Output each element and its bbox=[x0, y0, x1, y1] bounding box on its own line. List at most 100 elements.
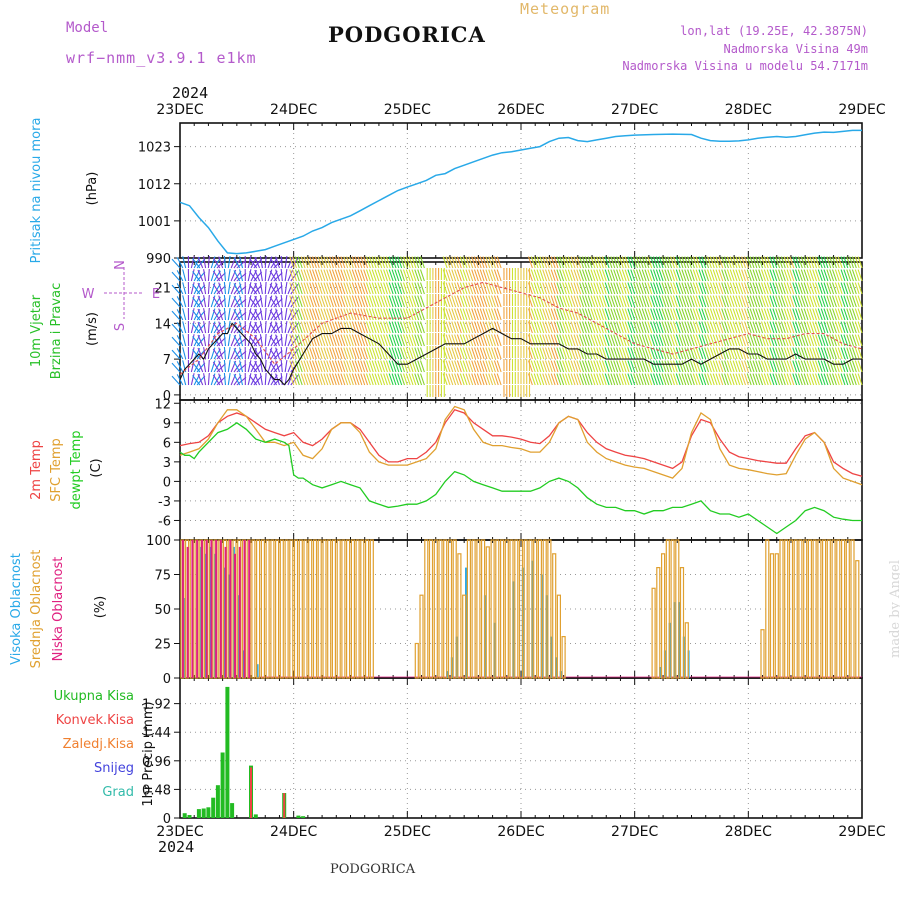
wind-barb bbox=[292, 321, 298, 334]
wind-barb bbox=[769, 282, 775, 295]
wind-barb bbox=[306, 269, 312, 282]
wind-barb bbox=[197, 256, 204, 269]
wind-barb bbox=[354, 295, 360, 308]
wind-barb bbox=[780, 373, 786, 386]
wind-barb bbox=[476, 308, 482, 321]
wind-barb bbox=[465, 334, 471, 347]
wind-barb bbox=[704, 373, 710, 386]
wind-barb bbox=[269, 309, 278, 321]
wind-barb bbox=[678, 269, 684, 282]
wind-barb bbox=[579, 295, 585, 308]
wind-barb bbox=[610, 360, 616, 373]
wind-barb bbox=[831, 256, 837, 269]
wind-barb bbox=[644, 360, 650, 373]
wind-barb bbox=[254, 321, 261, 334]
wind-barb bbox=[695, 308, 701, 321]
wind-barb bbox=[405, 295, 411, 308]
cloud-bar-low bbox=[200, 540, 203, 678]
wind-barb bbox=[755, 256, 761, 269]
cloud-unit: (%) bbox=[93, 596, 108, 619]
wind-barb bbox=[300, 256, 306, 269]
y-tick-label: 1.92 bbox=[142, 698, 171, 713]
wind-barb bbox=[203, 360, 207, 373]
wind-barb bbox=[377, 334, 383, 347]
wind-barb bbox=[849, 347, 854, 360]
wind-barb bbox=[292, 308, 298, 321]
wind-barb bbox=[709, 373, 715, 386]
wind-barb bbox=[687, 360, 693, 373]
wind-barb bbox=[721, 308, 727, 321]
wind-barb bbox=[306, 321, 312, 334]
wind-barb bbox=[218, 308, 224, 321]
wind-barb bbox=[397, 295, 403, 308]
wind-barb bbox=[176, 270, 184, 282]
wind-barb bbox=[587, 373, 593, 386]
wind-barb bbox=[365, 295, 371, 308]
wind-barb bbox=[280, 320, 283, 334]
wind-barb bbox=[556, 256, 562, 269]
wind-barb bbox=[182, 347, 187, 360]
wind-barb bbox=[391, 347, 397, 360]
wind-barb bbox=[496, 308, 502, 321]
cloud-bar-mid bbox=[547, 539, 552, 679]
wind-barb bbox=[769, 334, 775, 347]
wind-barb bbox=[357, 256, 363, 269]
wind-barb bbox=[559, 295, 565, 308]
wind-barb bbox=[351, 334, 357, 347]
wind-barb bbox=[809, 373, 815, 386]
wind-barb bbox=[527, 256, 533, 269]
wind-barb bbox=[471, 269, 477, 282]
wind-barb bbox=[473, 295, 479, 308]
wind-barb bbox=[343, 321, 349, 334]
wind-barb bbox=[371, 334, 377, 347]
wind-barb bbox=[672, 321, 678, 334]
wind-barb bbox=[408, 295, 414, 308]
wind-barb bbox=[354, 347, 360, 360]
wind-barb bbox=[681, 334, 687, 347]
wind-barb bbox=[743, 295, 749, 308]
wind-barb bbox=[259, 334, 263, 347]
wind-barb bbox=[783, 334, 789, 347]
wind-barb bbox=[468, 360, 474, 373]
wind-barb bbox=[284, 269, 288, 282]
wind-barb bbox=[593, 269, 599, 282]
wind-barb bbox=[388, 295, 394, 308]
wind-barb bbox=[834, 308, 840, 321]
wind-barb bbox=[786, 321, 792, 334]
wind-barb bbox=[368, 360, 374, 373]
wind-barb bbox=[664, 334, 670, 347]
wind-barb bbox=[400, 321, 406, 334]
wind-barb bbox=[550, 282, 556, 295]
wind-barb bbox=[294, 269, 300, 282]
wind-barb bbox=[809, 308, 815, 321]
wind-barb bbox=[334, 295, 340, 308]
wind-barb bbox=[471, 295, 477, 308]
cloud-bar-mid bbox=[275, 539, 280, 679]
wind-barb bbox=[695, 334, 701, 347]
wind-barb bbox=[579, 321, 585, 334]
wind-barb bbox=[303, 373, 309, 386]
precip-bar-total bbox=[225, 686, 230, 818]
wind-barb bbox=[482, 373, 488, 386]
y-tick-label: -3 bbox=[158, 495, 171, 510]
wind-barb bbox=[317, 308, 323, 321]
wind-barb bbox=[448, 256, 454, 269]
wind-barb bbox=[689, 334, 695, 347]
wind-barb bbox=[732, 334, 738, 347]
wind-barb bbox=[343, 282, 349, 295]
wind-barb bbox=[192, 349, 201, 360]
wind-barb bbox=[365, 360, 371, 373]
cloud-bar-mid bbox=[817, 539, 822, 679]
wind-barb bbox=[323, 334, 329, 347]
wind-barb bbox=[473, 308, 479, 321]
wind-barb bbox=[397, 256, 403, 269]
wind-barb bbox=[207, 333, 210, 347]
wind-barb bbox=[709, 308, 715, 321]
wind-barb bbox=[493, 295, 499, 308]
wind-barb bbox=[772, 256, 778, 269]
cloud-bar-mid bbox=[500, 539, 505, 679]
cloud-bar-high bbox=[256, 664, 259, 678]
wind-barb bbox=[192, 336, 201, 347]
wind-barb bbox=[300, 321, 306, 334]
wind-barb bbox=[741, 347, 747, 360]
